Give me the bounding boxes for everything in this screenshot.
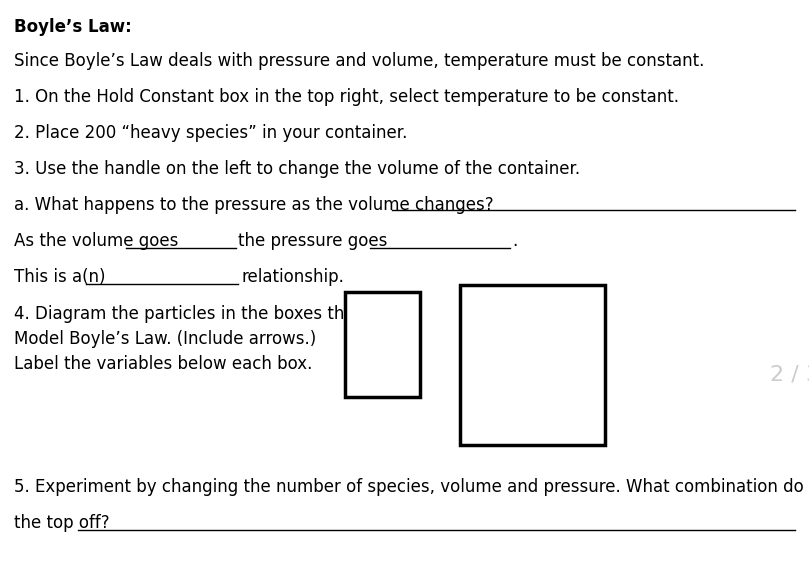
Text: 4. Diagram the particles in the boxes that would: 4. Diagram the particles in the boxes th… xyxy=(14,305,416,323)
Bar xyxy=(345,292,420,397)
Text: relationship.: relationship. xyxy=(242,268,345,286)
Text: Since Boyle’s Law deals with pressure and volume, temperature must be constant.: Since Boyle’s Law deals with pressure an… xyxy=(14,52,705,70)
Text: As the volume goes: As the volume goes xyxy=(14,232,178,250)
Text: a. What happens to the pressure as the volume changes?: a. What happens to the pressure as the v… xyxy=(14,196,493,214)
Text: This is a(n): This is a(n) xyxy=(14,268,105,286)
Text: Boyle’s Law:: Boyle’s Law: xyxy=(14,18,132,36)
Text: 5. Experiment by changing the number of species, volume and pressure. What combi: 5. Experiment by changing the number of … xyxy=(14,478,809,496)
Bar xyxy=(460,285,605,445)
Text: the pressure goes: the pressure goes xyxy=(238,232,388,250)
Text: Model Boyle’s Law. (Include arrows.): Model Boyle’s Law. (Include arrows.) xyxy=(14,330,316,348)
Text: .: . xyxy=(512,232,517,250)
Text: the top off?: the top off? xyxy=(14,514,110,532)
Text: 1. On the Hold Constant box in the top right, select temperature to be constant.: 1. On the Hold Constant box in the top r… xyxy=(14,88,679,106)
Text: 2. Place 200 “heavy species” in your container.: 2. Place 200 “heavy species” in your con… xyxy=(14,124,408,142)
Text: Label the variables below each box.: Label the variables below each box. xyxy=(14,355,312,373)
Text: 2 / 3: 2 / 3 xyxy=(770,365,809,385)
Text: 3. Use the handle on the left to change the volume of the container.: 3. Use the handle on the left to change … xyxy=(14,160,580,178)
